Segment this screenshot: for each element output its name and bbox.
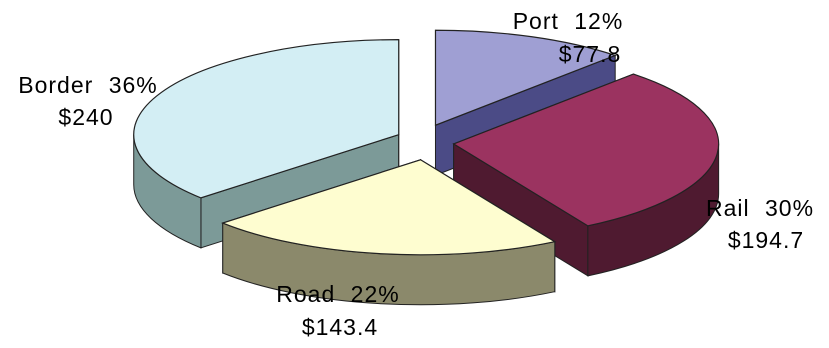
label-port-percent: 12% — [574, 8, 623, 34]
label-rail-value: $194.7 — [728, 227, 804, 253]
label-rail-percent: 30% — [765, 195, 814, 221]
label-port-name: Port — [513, 8, 559, 34]
label-border-name: Border — [18, 72, 93, 98]
label-port-value: $77.8 — [559, 41, 622, 67]
label-port: Port 12% — [513, 8, 624, 34]
label-border-percent: 36% — [109, 72, 158, 98]
label-border: Border 36% — [18, 72, 157, 98]
slice-border-top — [133, 39, 400, 199]
slice-road-top — [220, 159, 557, 256]
label-road-name: Road — [276, 281, 335, 307]
label-border-value: $240 — [58, 104, 113, 130]
slice-rail-top — [452, 73, 720, 227]
label-road-percent: 22% — [351, 281, 400, 307]
label-rail: Rail 30% — [706, 195, 814, 221]
label-road: Road 22% — [276, 281, 399, 307]
label-rail-name: Rail — [706, 195, 750, 221]
slice-port-top — [434, 29, 617, 127]
label-road-value: $143.4 — [302, 314, 378, 340]
